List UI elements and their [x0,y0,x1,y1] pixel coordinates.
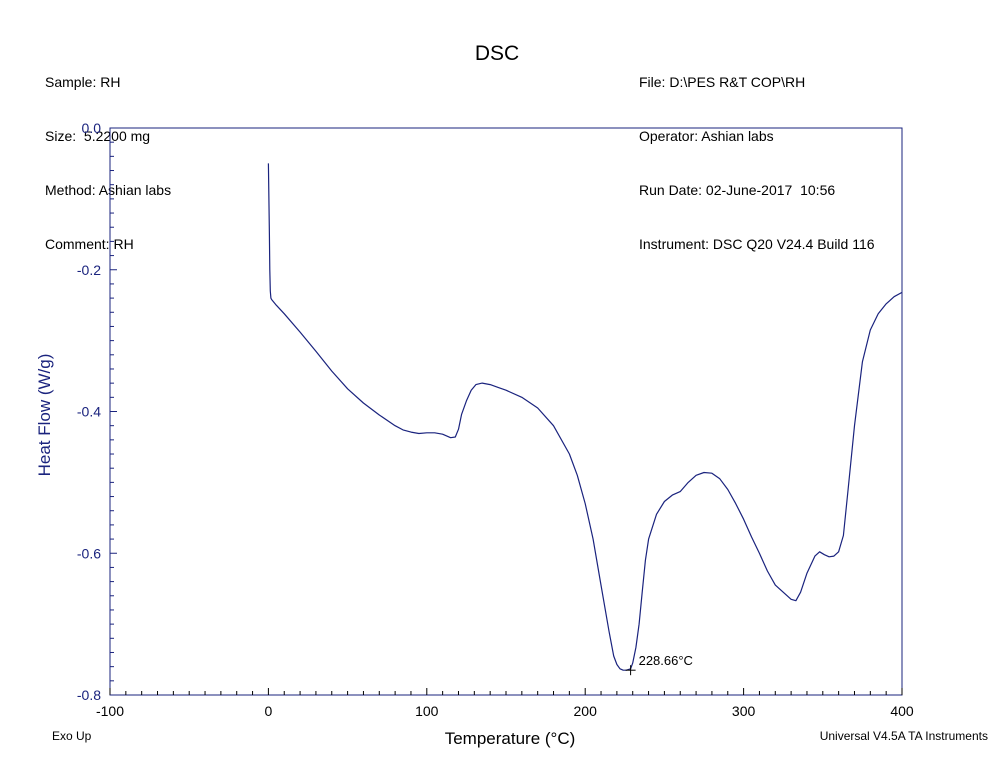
instrument-line: Instrument: DSC Q20 V24.4 Build 116 [639,236,875,252]
peak-annotation: 228.66°C [639,653,693,668]
run-info: File: D:\PES R&T COP\RH Operator: Ashian… [639,37,875,271]
size-line: Size: 5.2200 mg [45,128,151,144]
file-line: File: D:\PES R&T COP\RH [639,74,806,90]
sample-info: Sample: RH Size: 5.2200 mg Method: Ashia… [45,37,171,271]
y-tick-label: -0.4 [77,404,101,420]
heat-flow-curve [267,163,903,671]
method-line: Method: Ashian labs [45,182,172,198]
y-tick-label: -0.2 [77,262,101,278]
x-axis-label: Temperature (°C) [444,729,576,748]
x-tick-label: 100 [415,703,439,719]
x-tick-label: 200 [574,703,598,719]
y-tick-label: 0.0 [82,120,102,136]
run-date-line: Run Date: 02-June-2017 10:56 [639,182,836,198]
software-version-label: Universal V4.5A TA Instruments [819,729,988,743]
comment-line: Comment: RH [45,236,134,252]
y-tick-label: -0.8 [77,687,101,703]
y-tick-label: -0.6 [77,545,101,561]
exo-direction-label: Exo Up [52,729,92,743]
x-tick-label: 0 [265,703,273,719]
chart-title: DSC [474,42,520,65]
sample-line: Sample: RH [45,74,121,90]
operator-line: Operator: Ashian labs [639,128,774,144]
x-tick-label: 400 [890,703,914,719]
y-axis-label: Heat Flow (W/g) [35,353,54,477]
x-tick-label: -100 [96,703,124,719]
x-tick-label: 300 [732,703,756,719]
plot-frame [109,127,903,696]
